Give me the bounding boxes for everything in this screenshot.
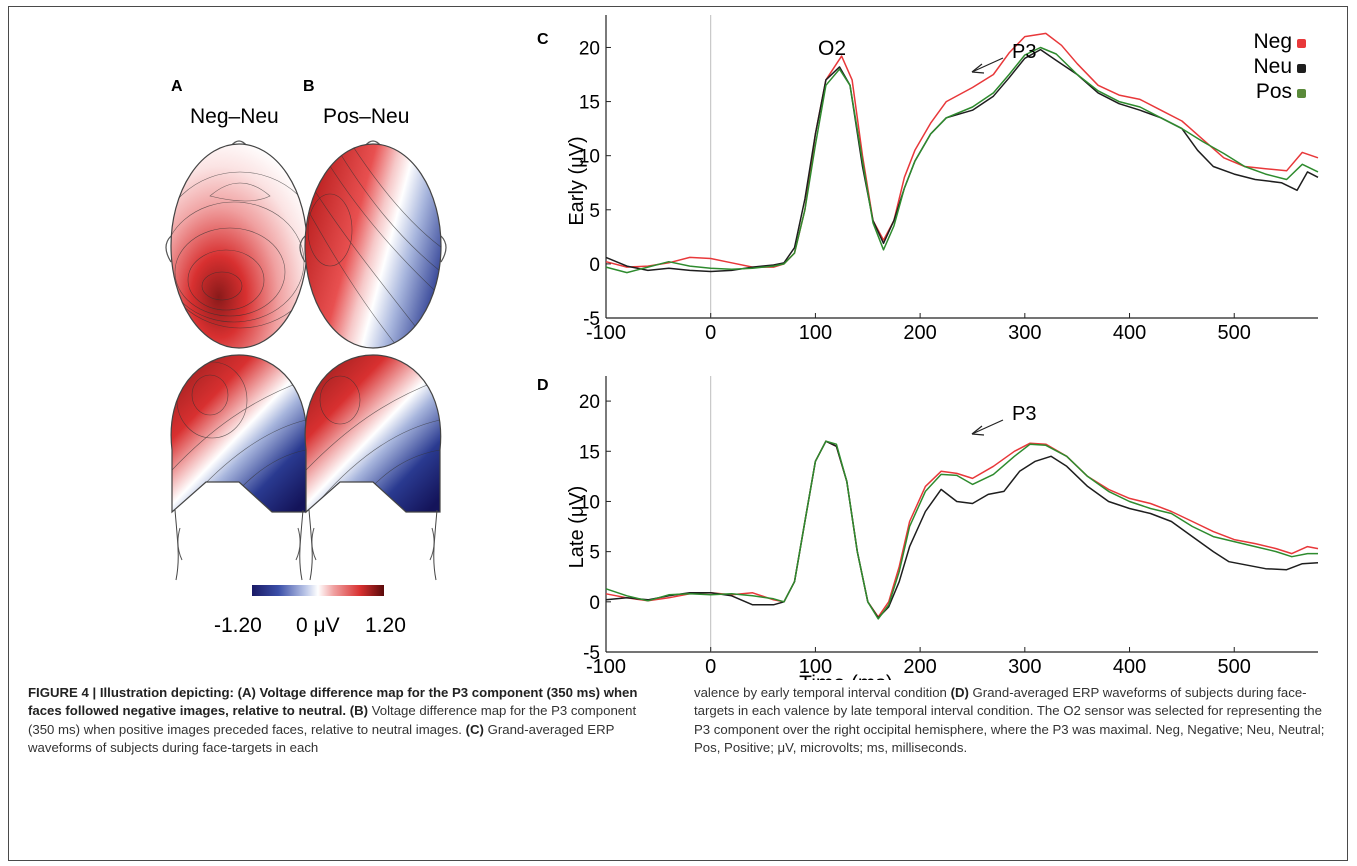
x-tick-label: -100	[586, 656, 626, 678]
caption-left: FIGURE 4 | Illustration depicting: (A) V…	[28, 684, 638, 758]
caption-right-bold: (D)	[950, 685, 969, 700]
panel-a-letter: A	[171, 78, 183, 95]
legend: Neg Neu Pos	[1253, 30, 1306, 103]
y-tick-label: -5	[583, 309, 600, 330]
series-line-neu	[605, 440, 1319, 619]
x-tick-label: 300	[1008, 322, 1041, 344]
y-tick-label: 15	[579, 442, 600, 463]
caption-right-text: valence by early temporal interval condi…	[694, 685, 951, 700]
series-line-neu	[605, 48, 1319, 273]
chart-d-xlabel: Time (ms)	[799, 672, 893, 680]
x-tick-label: 0	[705, 656, 716, 678]
chart-c-ylabel: Early (μV)	[566, 136, 588, 225]
x-tick-label: 200	[903, 322, 936, 344]
x-tick-label: 500	[1218, 322, 1251, 344]
legend-label-neu: Neu	[1253, 55, 1292, 78]
caption-right: valence by early temporal interval condi…	[694, 684, 1334, 758]
x-tick-label: 400	[1113, 322, 1146, 344]
legend-swatch-neg	[1297, 39, 1306, 48]
legend-label-neg: Neg	[1253, 30, 1292, 53]
caption-right-text2: Grand-averaged ERP waveforms of subjects…	[694, 685, 1325, 756]
x-tick-label: -100	[586, 322, 626, 344]
chart-c-annotation: P3	[971, 41, 1036, 74]
legend-swatch-pos	[1297, 89, 1306, 98]
caption-left-bold: FIGURE 4 | Illustration depicting: (A) V…	[28, 685, 638, 719]
caption-left-text2: Grand-averaged ERP waveforms of subjects…	[28, 721, 615, 756]
colorbar-mid-label: 0 μV	[296, 614, 340, 637]
chart-d-ylabel: Late (μV)	[566, 486, 588, 569]
caption-left-bold2: (C)	[465, 721, 484, 737]
topomap-b-rear	[304, 354, 442, 581]
x-tick-label: 200	[903, 656, 936, 678]
sensor-label: O2	[818, 37, 846, 60]
series-line-neg	[605, 440, 1319, 618]
y-tick-label: 5	[589, 201, 600, 222]
y-tick-label: 20	[579, 392, 600, 413]
x-tick-label: 300	[1008, 656, 1041, 678]
series-line-neg	[605, 32, 1319, 268]
chart-c-peak-label: P3	[1012, 41, 1036, 63]
y-tick-label: 5	[589, 543, 600, 564]
y-tick-label: 10	[579, 492, 600, 513]
ear-left-outline	[165, 235, 172, 263]
y-tick-label: 0	[589, 255, 600, 276]
topomap-a-top	[165, 140, 313, 349]
chart-d-annotation: P3	[971, 403, 1036, 436]
legend-swatch-neu	[1297, 64, 1306, 73]
topomap-a-rear	[170, 354, 308, 581]
chart-c: -5 0 5 10 15 20 -100 0 100 200 300 400 500	[579, 15, 1319, 344]
panel-b-letter: B	[303, 78, 315, 95]
y-tick-label: 20	[579, 38, 600, 59]
panel-a-title: Neg–Neu	[190, 105, 279, 128]
topomap-b-top	[299, 140, 447, 349]
y-tick-label: 0	[589, 593, 600, 614]
colorbar-max-label: 1.20	[365, 614, 406, 637]
colorbar-min-label: -1.20	[214, 614, 262, 637]
chart-d: -5 0 5 10 15 20 -100 0 100 200 300 400 500	[579, 376, 1319, 678]
panel-c-letter: C	[537, 31, 549, 48]
x-tick-label: 0	[705, 322, 716, 344]
panel-d-letter: D	[537, 377, 549, 394]
figure-frame	[8, 6, 1348, 861]
y-tick-label: 15	[579, 93, 600, 114]
series-line-pos	[605, 440, 1318, 620]
caption-left-text: Voltage difference map for the P3 compon…	[28, 703, 637, 737]
figure-svg: A Neg–Neu B Pos–Neu	[165, 15, 1319, 680]
x-tick-label: 100	[799, 656, 832, 678]
legend-label-pos: Pos	[1256, 80, 1292, 103]
chart-d-peak-label: P3	[1012, 403, 1036, 425]
y-tick-label: -5	[583, 643, 600, 664]
series-line-pos	[605, 46, 1319, 274]
colorbar	[252, 585, 384, 596]
x-tick-label: 500	[1218, 656, 1251, 678]
panel-b-title: Pos–Neu	[323, 105, 409, 128]
x-tick-label: 400	[1113, 656, 1146, 678]
x-tick-label: 100	[799, 322, 832, 344]
y-tick-label: 10	[579, 147, 600, 168]
